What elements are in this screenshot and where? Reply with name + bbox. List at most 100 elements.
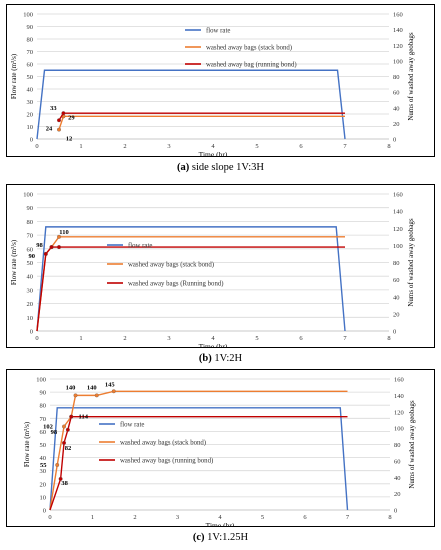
x-axis-title: Time (hr) [199, 342, 228, 347]
y-tick-label: 100 [23, 192, 33, 199]
x-tick-label: 5 [255, 335, 258, 342]
caption-c: (c) 1V:1.25H [0, 532, 441, 543]
y2-tick-label: 60 [393, 90, 400, 97]
y-tick-label: 70 [27, 49, 34, 56]
series-line-2 [49, 390, 348, 511]
caption-a-text: side slope 1V:3H [191, 162, 264, 173]
x-axis-title: Time (hr) [199, 150, 228, 156]
y2-tick-label: 20 [393, 311, 400, 318]
y2-tick-label: 40 [393, 294, 400, 301]
data-label: 24 [46, 125, 53, 132]
x-tick-label: 7 [343, 143, 347, 150]
y2-axis-title: Nums of washed away geobags [407, 218, 415, 307]
series-point [65, 427, 70, 432]
series-point [43, 251, 48, 256]
legend-entry: washed away bags (running bond) [120, 458, 213, 465]
caption-b-label: (b) [198, 353, 212, 364]
data-label: 33 [50, 105, 57, 112]
caption-c-text: 1V:1.25H [207, 532, 249, 543]
y2-tick-label: 100 [394, 426, 404, 433]
series-point [73, 393, 78, 398]
y2-tick-label: 140 [394, 393, 404, 400]
series-point [62, 440, 66, 445]
legend-entry: flow rate [128, 243, 152, 250]
y-tick-label: 40 [27, 274, 34, 281]
x-tick-label: 1 [91, 514, 94, 521]
y-tick-label: 30 [40, 468, 47, 475]
x-tick-label: 4 [218, 514, 222, 521]
data-label: 98 [36, 242, 43, 249]
x-tick-label: 0 [48, 514, 51, 521]
y2-tick-label: 20 [394, 491, 401, 498]
y-axis-title: Flow rate (m³/s) [10, 53, 18, 99]
x-tick-label: 3 [167, 143, 170, 150]
data-label: 90 [29, 253, 36, 260]
x-tick-label: 6 [299, 335, 303, 342]
legend-entry: washed away bags (stack bond) [120, 440, 206, 447]
series-line-2 [58, 115, 345, 130]
x-tick-label: 8 [387, 335, 390, 342]
chart-c-svg: 0102030405060708090100020406080100120140… [23, 377, 416, 527]
y2-tick-label: 80 [393, 74, 400, 81]
y-tick-label: 60 [40, 429, 47, 436]
chart-panel-a: 0 10 20 30 40 50 60 70 80 90 100 0 20 40 60 80 100 120 140… [6, 4, 435, 157]
y-tick-label: 70 [27, 233, 34, 240]
y-tick-label: 0 [30, 329, 33, 336]
data-label: 140 [66, 384, 76, 391]
y2-tick-label: 0 [394, 508, 397, 515]
x-tick-label: 8 [388, 514, 391, 521]
series-point [69, 414, 74, 419]
data-label: 98 [51, 429, 58, 436]
y2-tick-label: 160 [393, 192, 403, 199]
y-tick-label: 100 [36, 377, 46, 384]
y-tick-label: 20 [27, 301, 34, 308]
y-axis-title: Flow rate (m³/s) [23, 421, 31, 467]
y2-tick-label: 60 [393, 277, 400, 284]
series-point [57, 234, 61, 239]
legend-entry: washed away bags (stack bond) [128, 262, 214, 269]
y2-tick-label: 160 [393, 12, 403, 19]
chart-a-svg: 0102030405060708090100020406080100120140… [10, 12, 415, 157]
y2-tick-label: 100 [393, 58, 403, 65]
data-label: 55 [40, 462, 47, 469]
y2-tick-label: 60 [394, 458, 401, 465]
x-tick-label: 1 [79, 143, 82, 150]
series-point [57, 118, 61, 123]
x-tick-label: 0 [35, 143, 38, 150]
y-tick-label: 80 [27, 219, 34, 226]
y2-tick-label: 140 [393, 209, 403, 216]
series-line-3 [36, 246, 345, 332]
x-tick-label: 2 [123, 335, 126, 342]
y2-axis-title: Nums of washed away geobags [408, 400, 416, 489]
x-tick-label: 2 [133, 514, 136, 521]
data-label: 145 [105, 381, 116, 388]
series-point [49, 245, 54, 250]
data-label: 29 [68, 114, 75, 121]
y-tick-label: 10 [27, 315, 34, 322]
legend-entry: washed away bags (Running bond) [128, 281, 224, 288]
data-label: 38 [61, 480, 68, 487]
series-line-1 [36, 226, 346, 332]
y-tick-label: 30 [27, 99, 34, 106]
x-tick-label: 1 [79, 335, 82, 342]
data-label: 114 [79, 414, 89, 421]
x-tick-label: 3 [176, 514, 179, 521]
caption-b-text: 1V:2H [214, 353, 243, 364]
series-point [55, 463, 60, 467]
y-tick-label: 20 [27, 112, 34, 119]
x-tick-label: 4 [211, 335, 215, 342]
y-tick-label: 50 [40, 442, 47, 449]
y-tick-label: 10 [40, 494, 47, 501]
y2-tick-label: 120 [393, 226, 403, 233]
y2-tick-label: 40 [394, 475, 401, 482]
series-point [57, 245, 61, 250]
y2-tick-label: 40 [393, 105, 400, 112]
y2-tick-label: 160 [394, 377, 404, 384]
caption-c-label: (c) [192, 532, 205, 543]
caption-a-label: (a) [176, 162, 190, 173]
series-line-1 [49, 407, 349, 511]
series-line-1 [36, 69, 346, 140]
y2-tick-label: 0 [393, 137, 396, 144]
legend-entry: washed away bag (running bond) [206, 62, 297, 69]
x-tick-label: 5 [255, 143, 258, 150]
